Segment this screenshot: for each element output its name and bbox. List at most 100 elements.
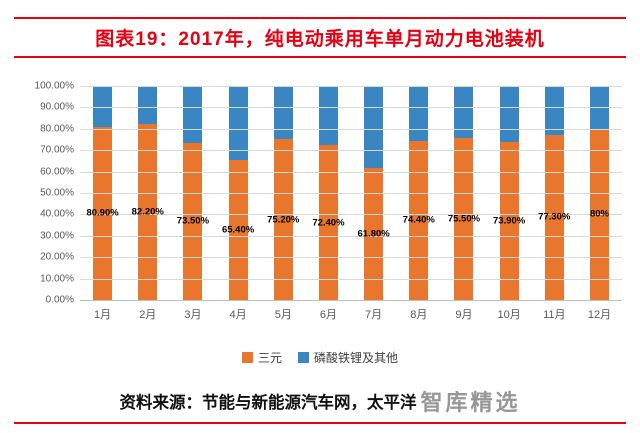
title-divider — [14, 56, 626, 58]
x-axis-tick-label: 6月 — [319, 309, 337, 321]
segment-ternary — [228, 160, 248, 300]
data-label: 80% — [589, 208, 609, 220]
segment-ternary — [93, 126, 113, 300]
bar-column: 75.50% — [441, 86, 486, 300]
stacked-bar — [544, 86, 564, 300]
segment-lfp-other — [499, 86, 519, 142]
chart-legend: 三元 磷酸铁锂及其他 — [0, 349, 640, 366]
bar-column: 73.50% — [170, 86, 215, 300]
legend-label: 三元 — [257, 351, 282, 365]
segment-ternary — [364, 167, 384, 300]
watermark: 智库精选 — [420, 390, 521, 415]
y-axis-tick-label: 10.00% — [40, 273, 74, 285]
bar-column: 82.20% — [125, 86, 170, 300]
segment-lfp-other — [318, 86, 338, 146]
bottom-divider — [14, 422, 626, 424]
segment-ternary — [499, 141, 519, 300]
segment-lfp-other — [273, 86, 293, 140]
x-axis-tick-label: 8月 — [410, 309, 428, 321]
bars-container: 80.90% 82.20% 73.50% 65.40% 75.20% 72.40% 61.8… — [80, 86, 622, 300]
data-label: 75.20% — [267, 214, 300, 226]
data-label: 82.20% — [131, 206, 164, 218]
gridline — [80, 171, 622, 173]
bar-column: 75.20% — [261, 86, 306, 300]
segment-ternary — [318, 145, 338, 300]
bar-column: 77.30% — [532, 86, 577, 300]
source-note: 资料来源：节能与新能源汽车网，太平洋 — [119, 393, 417, 412]
x-axis-tick-label: 4月 — [229, 309, 247, 321]
x-axis-tick-label: 3月 — [184, 309, 202, 321]
y-axis-tick-label: 50.00% — [40, 187, 74, 199]
legend-item: 磷酸铁锂及其他 — [298, 349, 398, 366]
source-line: 资料来源：节能与新能源汽车网，太平洋 智库精选 — [0, 385, 640, 417]
segment-lfp-other — [544, 86, 564, 135]
y-axis-tick-label: 100.00% — [34, 80, 74, 92]
gridline — [80, 107, 622, 109]
y-axis-tick-label: 90.00% — [40, 101, 74, 113]
segment-lfp-other — [183, 86, 203, 143]
stacked-bar — [228, 86, 248, 300]
gridline — [80, 193, 622, 194]
stacked-bar — [409, 86, 429, 300]
gridline — [80, 128, 622, 130]
x-axis-tick-label: 11月 — [543, 309, 566, 321]
segment-ternary — [273, 139, 293, 300]
segment-lfp-other — [228, 86, 248, 161]
stacked-bar — [364, 86, 384, 300]
stacked-bar — [138, 86, 158, 300]
segment-lfp-other — [93, 86, 113, 127]
stacked-bar — [93, 86, 113, 300]
y-axis-tick-label: 40.00% — [40, 208, 74, 220]
y-axis-tick-label: 0.00% — [45, 294, 74, 306]
gridline — [80, 150, 622, 152]
stacked-bar — [183, 86, 203, 300]
segment-ternary — [183, 142, 203, 300]
top-divider — [14, 17, 626, 19]
figure-title: 图表19：2017年，纯电动乘用车单月动力电池装机 — [95, 29, 545, 50]
stacked-bar — [318, 86, 338, 300]
x-axis-tick-label: 10月 — [497, 309, 521, 321]
gridline — [80, 257, 622, 259]
gridline — [80, 278, 622, 280]
x-axis: 1月 2月 3月 4月 5月 6月 7月 8月 9月 10月 11月 12月 — [80, 306, 622, 322]
legend-swatch — [241, 352, 253, 363]
segment-lfp-other — [454, 86, 474, 139]
x-axis-tick-label: 12月 — [587, 309, 612, 321]
data-label: 73.50% — [176, 215, 210, 227]
data-label: 77.30% — [538, 211, 571, 223]
legend-swatch — [298, 352, 309, 363]
x-axis-tick-label: 9月 — [455, 309, 473, 321]
data-label: 75.50% — [447, 213, 481, 225]
gridline — [80, 86, 622, 87]
x-axis-tick-label: 1月 — [94, 309, 112, 321]
plot-area: 80.90% 82.20% 73.50% 65.40% 75.20% 72.40% 61.8… — [35, 81, 622, 306]
gridline — [80, 214, 622, 216]
data-label: 61.80% — [357, 228, 390, 240]
y-axis-tick-label: 80.00% — [40, 123, 74, 135]
gridline — [80, 235, 622, 237]
y-axis-tick-label: 70.00% — [40, 144, 74, 156]
segment-lfp-other — [138, 86, 158, 125]
segment-lfp-other — [364, 86, 384, 168]
segment-ternary — [138, 124, 158, 300]
y-axis-tick-label: 20.00% — [40, 251, 74, 263]
y-axis-tick-label: 60.00% — [40, 166, 74, 178]
data-label: 80.90% — [86, 207, 119, 219]
x-axis-tick-label: 5月 — [274, 309, 292, 321]
segment-ternary — [409, 140, 429, 300]
segment-ternary — [544, 134, 564, 300]
segment-lfp-other — [409, 86, 429, 141]
stacked-bar — [499, 86, 519, 300]
data-label: 73.90% — [493, 215, 526, 227]
segment-ternary — [454, 138, 474, 300]
bar-column: 80.90% — [80, 86, 125, 300]
data-label: 72.40% — [312, 217, 345, 229]
bar-column: 72.40% — [306, 86, 351, 300]
bar-column: 73.90% — [487, 86, 532, 300]
y-axis-tick-label: 30.00% — [40, 230, 74, 242]
bar-column: 61.80% — [351, 86, 396, 300]
bar-column: 74.40% — [396, 86, 441, 300]
stacked-bar — [273, 86, 293, 300]
legend-label: 磷酸铁锂及其他 — [314, 351, 399, 365]
